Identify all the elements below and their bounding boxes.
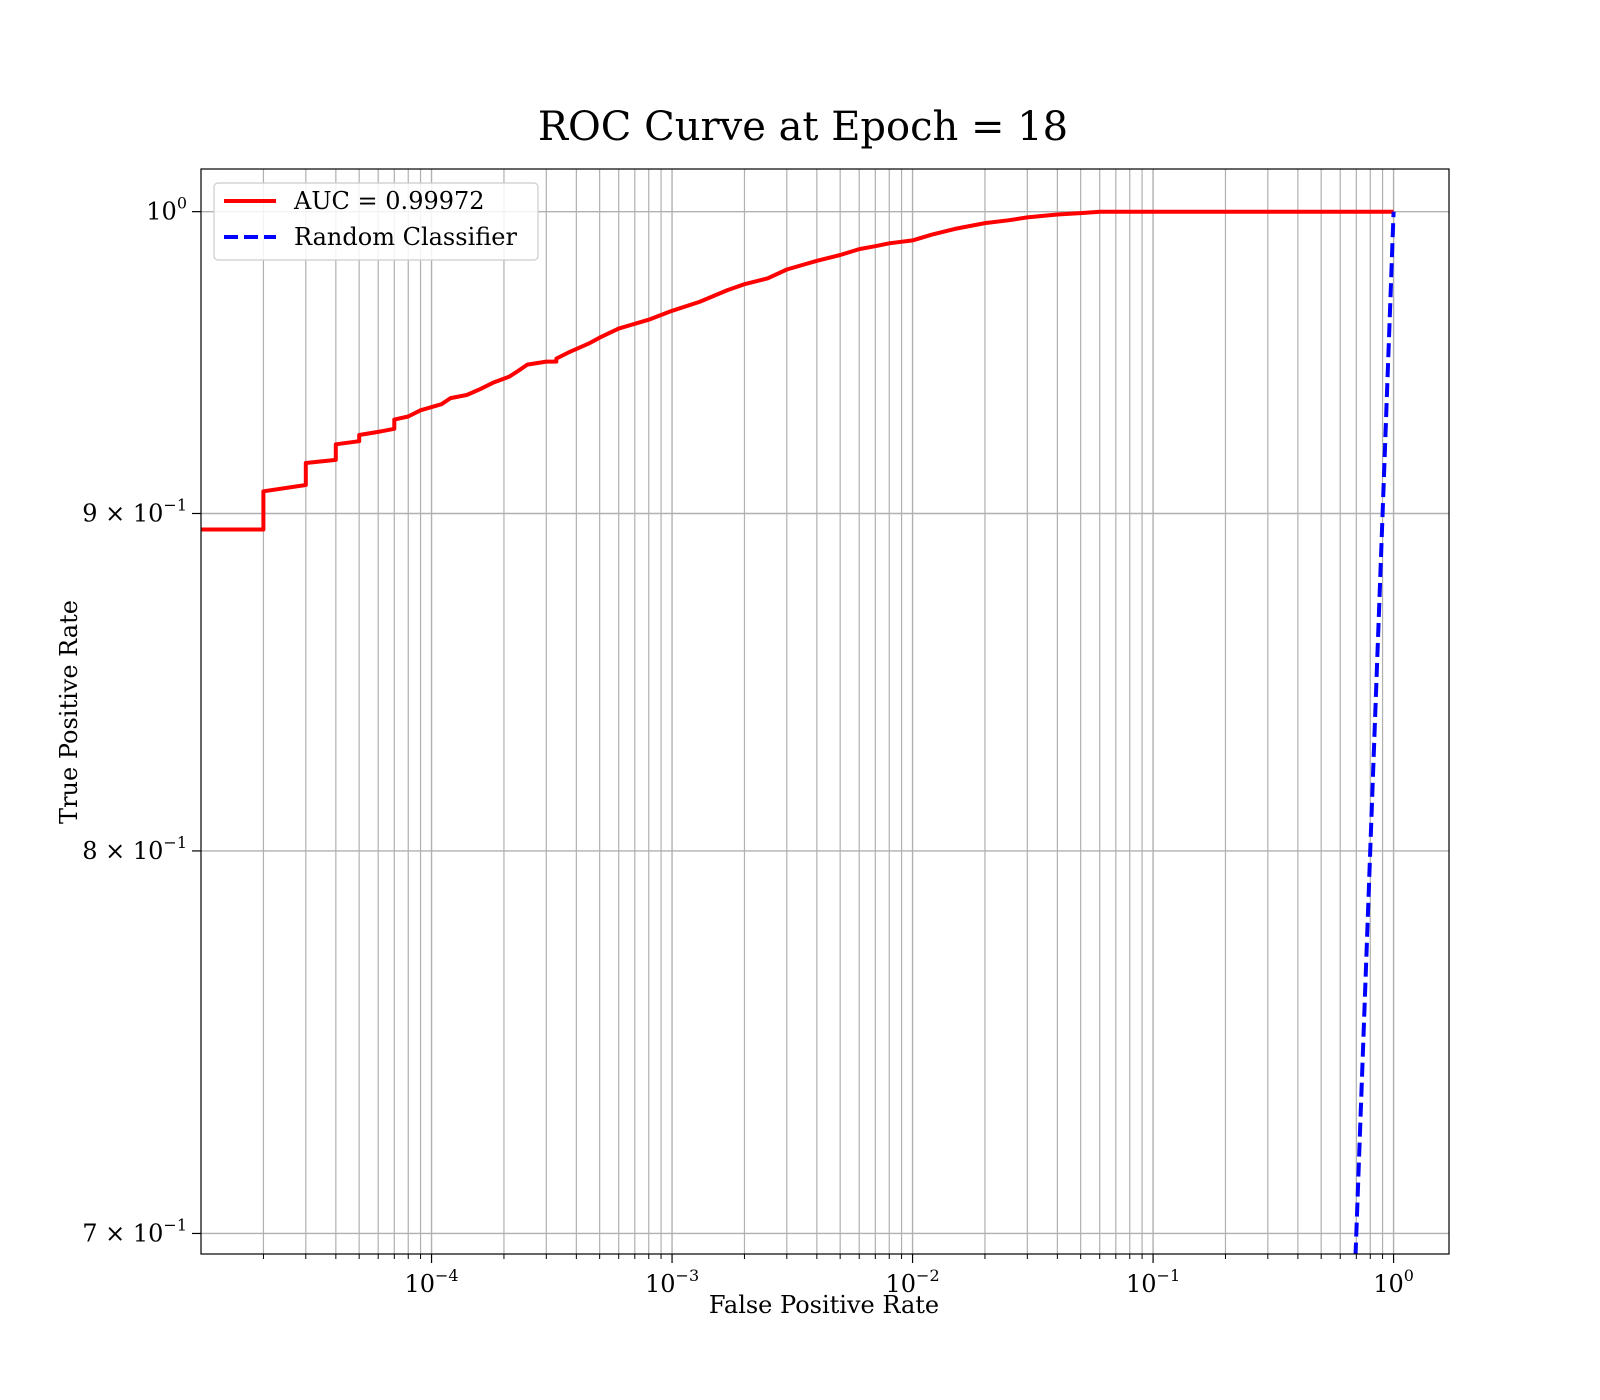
y-tick-label: 7 × 10−1 [82, 1215, 187, 1247]
x-tick-label: 10−3 [645, 1266, 699, 1298]
x-tick-label: 10−1 [1126, 1266, 1180, 1298]
random-classifier-line [1353, 211, 1396, 1254]
legend-box [213, 182, 539, 261]
y-tick-label: 9 × 10−1 [82, 495, 187, 527]
x-axis-label: False Positive Rate [709, 1291, 939, 1319]
minor-gridlines [262, 169, 1384, 1254]
plot-frame [200, 168, 1450, 1255]
major-gridlines [201, 169, 1449, 1254]
legend: AUC = 0.99972 Random Classifier [213, 182, 539, 261]
series-layer [201, 209, 1396, 1254]
x-tick-label: 10−4 [404, 1266, 458, 1298]
x-tick-label: 10−2 [885, 1266, 939, 1298]
y-tick-label: 8 × 10−1 [82, 833, 187, 865]
x-axis-ticks: 10−4 10−3 10−2 10−1 100 [262, 1254, 1414, 1298]
legend-label-random: Random Classifier [294, 223, 517, 251]
chart-title: ROC Curve at Epoch = 18 [538, 104, 1068, 150]
y-tick-label: 100 [146, 194, 187, 226]
y-axis-label: True Positive Rate [55, 600, 83, 824]
y-axis-ticks: 100 9 × 10−1 8 × 10−1 7 × 10−1 [82, 194, 201, 1247]
x-tick-label: 100 [1373, 1266, 1414, 1298]
roc-curve-line [201, 209, 1394, 532]
legend-label-roc: AUC = 0.99972 [293, 187, 485, 215]
